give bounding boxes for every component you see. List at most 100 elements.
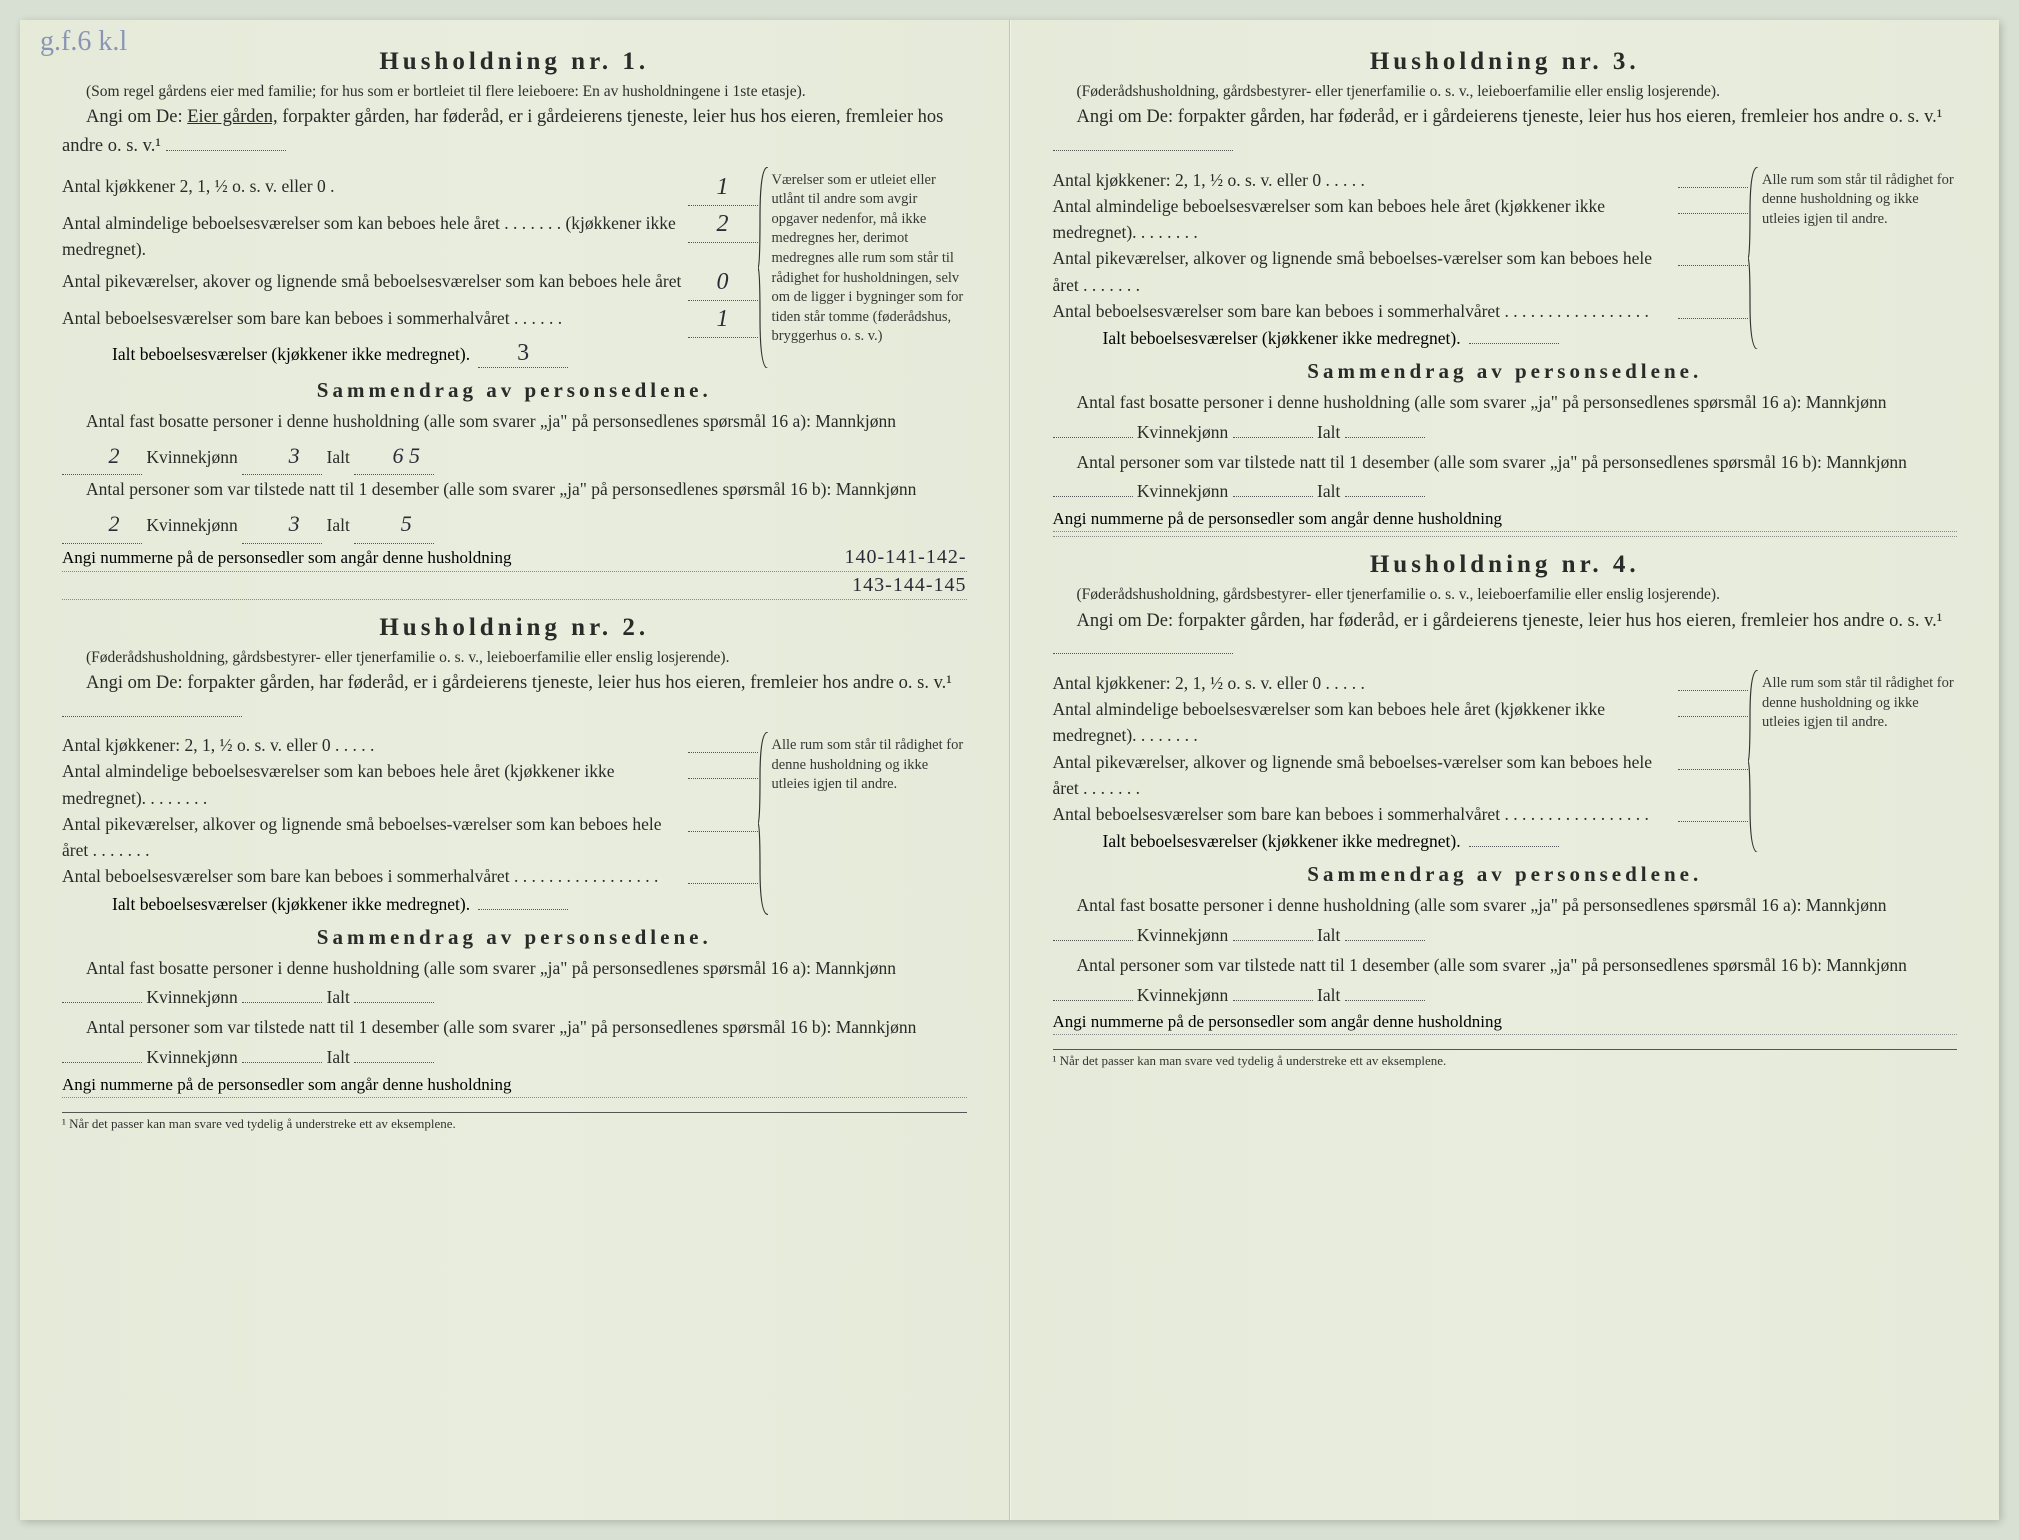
- h2-v-alm: [688, 778, 758, 779]
- h4-fa-kvinne: [1233, 940, 1313, 941]
- h4-v-kjokkener: [1678, 690, 1748, 691]
- h3-v-sommer: [1678, 318, 1748, 319]
- kvinne-lbl6: Kvinnekjønn: [1137, 481, 1228, 501]
- h4-questions: Antal kjøkkener: 2, 1, ½ o. s. v. eller …: [1053, 670, 1749, 853]
- h4-tilstede-line: Antal personer som var tilstede natt til…: [1053, 951, 1958, 1011]
- h4-v-ialt: [1469, 846, 1559, 847]
- h4-tb-mann: [1053, 1000, 1133, 1001]
- h4-angi-blank: [1053, 653, 1233, 654]
- h4-v-alm: [1678, 716, 1748, 717]
- h1-sidenote: Værelser som er utleiet eller utlånt til…: [772, 167, 967, 369]
- h2-angi-nummer-lbl: Angi nummerne på de personsedler som ang…: [62, 1075, 511, 1095]
- ialt-lbl8: Ialt: [1317, 985, 1340, 1005]
- h1-sidenote-text: Værelser som er utleiet eller utlånt til…: [772, 172, 964, 345]
- h1-q-pike: Antal pikeværelser, akover og lignende s…: [62, 268, 682, 294]
- kvinne-lbl8: Kvinnekjønn: [1137, 985, 1228, 1005]
- h3-ialt-label: Ialt beboelsesværelser (kjøkkener ikke m…: [1053, 328, 1461, 349]
- h2-fast-pre: Antal fast bosatte personer i denne hush…: [86, 958, 896, 978]
- h3-angi: Angi om De: forpakter gården, har føderå…: [1053, 103, 1958, 160]
- h4-subnote: (Føderådshusholdning, gårdsbestyrer- ell…: [1053, 585, 1958, 604]
- h4-angi: Angi om De: forpakter gården, har føderå…: [1053, 607, 1958, 664]
- h4-tb-ialt: [1345, 1000, 1425, 1001]
- h1-questions: Antal kjøkkener 2, 1, ½ o. s. v. eller 0…: [62, 167, 758, 369]
- h4-sidenote-text: Alle rum som står til rådighet for denne…: [1762, 675, 1954, 730]
- h1-fast-pre: Antal fast bosatte personer i denne hush…: [86, 411, 896, 431]
- h2-tilstede-line: Antal personer som var tilstede natt til…: [62, 1013, 967, 1073]
- h3-angi-nummer-lbl: Angi nummerne på de personsedler som ang…: [1053, 509, 1502, 529]
- h2-q-kjokkener: Antal kjøkkener: 2, 1, ½ o. s. v. eller …: [62, 732, 682, 758]
- h1-angi-nummer-lbl: Angi nummerne på de personsedler som ang…: [62, 548, 511, 568]
- household-1: Husholdning nr. 1. (Som regel gårdens ei…: [62, 48, 967, 600]
- ialt-lbl2: Ialt: [327, 515, 350, 535]
- h1-angi-pre: Angi om De:: [86, 107, 187, 127]
- h3-v-ialt: [1469, 343, 1559, 344]
- h1-ialt-label: Ialt beboelsesværelser (kjøkkener ikke m…: [62, 344, 470, 365]
- h1-q-kjokkener: Antal kjøkkener 2, 1, ½ o. s. v. eller 0…: [62, 173, 682, 199]
- h4-fast-line: Antal fast bosatte personer i denne hush…: [1053, 891, 1958, 951]
- h4-title: Husholdning nr. 4.: [1053, 551, 1958, 579]
- h4-fast-pre: Antal fast bosatte personer i denne hush…: [1077, 895, 1887, 915]
- household-4: Husholdning nr. 4. (Føderådshusholdning,…: [1053, 551, 1958, 1035]
- right-page: Husholdning nr. 3. (Føderådshusholdning,…: [1010, 20, 2000, 1520]
- h1-fa-mann: 2: [62, 437, 142, 475]
- h4-q-alm: Antal almindelige beboelsesværelser som …: [1053, 696, 1673, 749]
- h3-angi-blank: [1053, 150, 1233, 151]
- h2-angi-blank: [62, 716, 242, 717]
- h1-tb-kvinne: 3: [242, 505, 322, 543]
- h3-q-pike: Antal pikeværelser, alkover og lignende …: [1053, 245, 1673, 298]
- h2-tb-ialt: [354, 1062, 434, 1063]
- h3-fa-ialt: [1345, 437, 1425, 438]
- h2-ialt-label: Ialt beboelsesværelser (kjøkkener ikke m…: [62, 894, 470, 915]
- ialt-lbl7: Ialt: [1317, 925, 1340, 945]
- h1-subnote: (Som regel gårdens eier med familie; for…: [62, 82, 967, 101]
- h2-q-sommer: Antal beboelsesværelser som bare kan beb…: [62, 863, 682, 889]
- h3-fa-mann: [1053, 437, 1133, 438]
- h2-v-pike: [688, 831, 758, 832]
- h2-angi-nummer: Angi nummerne på de personsedler som ang…: [62, 1073, 967, 1098]
- h3-subnote: (Føderådshusholdning, gårdsbestyrer- ell…: [1053, 82, 1958, 101]
- h3-tb-mann: [1053, 496, 1133, 497]
- h1-v-sommer: 1: [688, 301, 758, 338]
- h2-fa-mann: [62, 1002, 142, 1003]
- document-spread: g.f.6 k.l Husholdning nr. 1. (Som regel …: [20, 20, 1999, 1520]
- h4-fa-mann: [1053, 940, 1133, 941]
- ialt-lbl: Ialt: [327, 447, 350, 467]
- h2-tb-kvinne: [242, 1062, 322, 1063]
- h3-v-kjokkener: [1678, 187, 1748, 188]
- h3-sidenote: Alle rum som står til rådighet for denne…: [1762, 167, 1957, 350]
- h4-v-sommer: [1678, 821, 1748, 822]
- footnote-right: ¹ Når det passer kan man svare ved tydel…: [1053, 1049, 1958, 1069]
- h4-tb-kvinne: [1233, 1000, 1313, 1001]
- pencil-marginalia: g.f.6 k.l: [40, 28, 127, 56]
- h2-fa-kvinne: [242, 1002, 322, 1003]
- h3-angi-nummer-2: [1053, 532, 1958, 537]
- h2-sammendrag-head: Sammendrag av personsedlene.: [62, 925, 967, 950]
- h2-v-ialt: [478, 909, 568, 910]
- h3-fast-line: Antal fast bosatte personer i denne hush…: [1053, 388, 1958, 448]
- h3-questions: Antal kjøkkener: 2, 1, ½ o. s. v. eller …: [1053, 167, 1749, 350]
- h3-title: Husholdning nr. 3.: [1053, 48, 1958, 76]
- h4-sidenote: Alle rum som står til rådighet for denne…: [1762, 670, 1957, 853]
- h1-v-pike: 0: [688, 264, 758, 301]
- h3-angi-text: Angi om De: forpakter gården, har føderå…: [1077, 107, 1943, 127]
- h4-fa-ialt: [1345, 940, 1425, 941]
- h2-questions: Antal kjøkkener: 2, 1, ½ o. s. v. eller …: [62, 732, 758, 915]
- brace-icon: [1748, 167, 1760, 350]
- h3-angi-nummer: Angi nummerne på de personsedler som ang…: [1053, 507, 1958, 532]
- h3-tilstede-pre: Antal personer som var tilstede natt til…: [1077, 452, 1907, 472]
- h1-numbers-1: 140-141-142-: [845, 546, 967, 569]
- h1-q-sommer: Antal beboelsesværelser som bare kan beb…: [62, 305, 682, 331]
- h4-v-pike: [1678, 769, 1748, 770]
- brace-icon: [758, 732, 770, 915]
- h1-fa-ialt: 6 5: [354, 437, 434, 475]
- h4-angi-nummer-lbl: Angi nummerne på de personsedler som ang…: [1053, 1012, 1502, 1032]
- h1-numbers-row2: 143-144-145: [62, 572, 967, 600]
- footnote-left: ¹ Når det passer kan man svare ved tydel…: [62, 1112, 967, 1132]
- h2-tilstede-pre: Antal personer som var tilstede natt til…: [86, 1017, 916, 1037]
- h1-sammendrag-head: Sammendrag av personsedlene.: [62, 378, 967, 403]
- h1-fa-kvinne: 3: [242, 437, 322, 475]
- h1-v-alm: 2: [688, 206, 758, 243]
- h3-q-sommer: Antal beboelsesværelser som bare kan beb…: [1053, 298, 1673, 324]
- h4-q-pike: Antal pikeværelser, alkover og lignende …: [1053, 749, 1673, 802]
- h3-v-alm: [1678, 213, 1748, 214]
